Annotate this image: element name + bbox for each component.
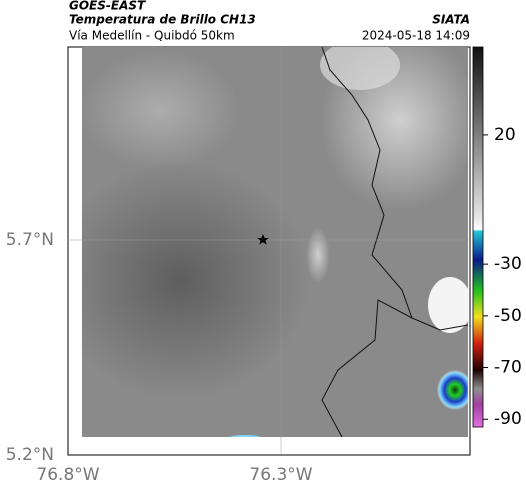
- region: Vía Medellín - Quibdó 50km: [69, 29, 235, 43]
- source: SIATA: [432, 13, 470, 27]
- datetime: 2024-05-18 14:09: [362, 29, 470, 43]
- subtitle: Temperatura de Brillo CH13: [69, 13, 256, 27]
- title: GOES-EAST: [69, 0, 146, 13]
- colorbar-tick-label: -30: [494, 254, 522, 274]
- colorbar-tick-label: -70: [494, 358, 522, 378]
- colorbar-tick-label: -50: [494, 306, 522, 326]
- lon-label: 76.3°W: [249, 465, 312, 485]
- satellite-image: [82, 47, 468, 437]
- colorbar: [472, 46, 484, 428]
- location-marker: [257, 234, 269, 245]
- lat-label: 5.2°N: [6, 445, 54, 465]
- lat-label: 5.7°N: [6, 230, 54, 250]
- colorbar-tick-label: -90: [494, 409, 522, 429]
- colorbar-tick-label: 20: [494, 125, 516, 145]
- lon-label: 76.8°W: [36, 465, 99, 485]
